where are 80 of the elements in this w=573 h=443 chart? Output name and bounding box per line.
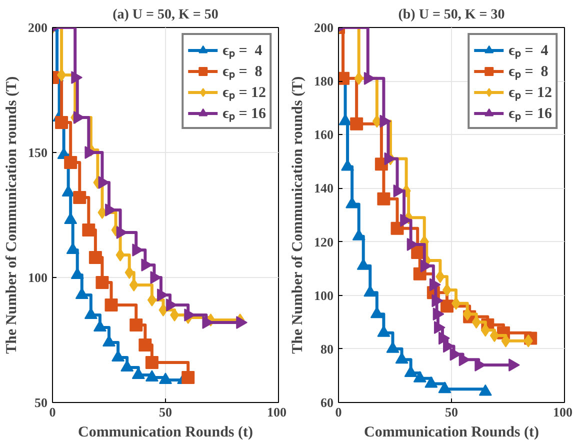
point <box>440 300 454 313</box>
point <box>420 259 432 272</box>
y-tick-label: 150 <box>28 145 48 160</box>
point <box>116 248 125 262</box>
y-tick-label: 120 <box>314 234 334 250</box>
point <box>104 298 118 312</box>
point <box>182 371 195 384</box>
point <box>124 266 134 279</box>
point <box>501 334 510 348</box>
legend-label: ϵₚ = 12 <box>508 84 552 102</box>
y-tick-label: 140 <box>314 180 334 196</box>
point <box>472 316 481 329</box>
chart-title: (b) U = 50, K = 30 <box>398 8 505 22</box>
point <box>138 338 152 352</box>
point <box>130 318 143 332</box>
point <box>55 116 68 129</box>
point <box>390 222 404 235</box>
point <box>400 214 412 227</box>
y-tick-label: 60 <box>320 395 334 410</box>
x-axis-title: Communication Rounds (t) <box>78 424 254 440</box>
point <box>406 238 418 251</box>
legend-label: ϵₚ = 4 <box>508 42 548 60</box>
point <box>380 114 392 128</box>
y-tick-label: 80 <box>320 341 334 356</box>
point <box>82 224 96 236</box>
point <box>438 332 450 345</box>
x-tick-label: 100 <box>267 404 286 420</box>
point <box>462 308 472 321</box>
point <box>145 356 158 369</box>
point <box>372 114 382 128</box>
y-tick-label: 200 <box>28 20 48 35</box>
point <box>490 329 499 342</box>
y-tick-label: 180 <box>314 74 334 89</box>
point <box>73 191 86 204</box>
point <box>354 72 364 85</box>
x-tick-label: 50 <box>159 404 172 420</box>
legend-label: ϵₚ = 4 <box>222 42 262 60</box>
y-tick-label: 100 <box>314 288 334 303</box>
legend-label: ϵₚ = 16 <box>508 105 552 123</box>
point <box>432 294 444 308</box>
point <box>393 184 405 198</box>
point <box>129 278 138 292</box>
y-tick-label: 100 <box>28 270 48 285</box>
y-tick-label: 200 <box>314 20 334 35</box>
chart-title: (a) U = 50, K = 50 <box>112 8 218 22</box>
point <box>432 308 444 321</box>
point <box>450 348 462 361</box>
legend-label: ϵₚ = 12 <box>222 84 266 102</box>
point <box>442 284 452 296</box>
point <box>377 192 390 206</box>
point <box>96 276 109 289</box>
y-tick-label: 160 <box>314 127 334 142</box>
y-axis-title: The Number of Communication rounds (T) <box>4 76 20 354</box>
x-tick-label: 50 <box>445 404 458 420</box>
point <box>429 278 441 292</box>
y-axis-title: The Number of Communication rounds (T) <box>290 76 306 354</box>
point <box>88 251 102 264</box>
point <box>436 270 445 284</box>
x-tick-label: 0 <box>335 404 342 420</box>
point <box>64 156 78 169</box>
point <box>452 296 461 310</box>
point <box>57 68 66 82</box>
point <box>158 304 168 316</box>
legend-label: ϵₚ = 8 <box>222 63 262 81</box>
legend-label: ϵₚ = 16 <box>222 105 266 123</box>
point <box>364 72 376 85</box>
point <box>480 324 490 337</box>
point <box>524 334 533 348</box>
point <box>98 206 107 219</box>
x-tick-label: 0 <box>49 404 56 420</box>
y-tick-label: 50 <box>34 395 48 410</box>
x-axis-title: Communication Rounds (t) <box>364 424 540 440</box>
point <box>443 340 454 353</box>
point <box>147 294 156 306</box>
point <box>350 117 364 130</box>
point <box>434 321 446 334</box>
x-tick-label: 100 <box>553 404 572 420</box>
legend-label: ϵₚ = 8 <box>508 63 548 81</box>
point <box>170 308 180 322</box>
point <box>508 358 520 372</box>
